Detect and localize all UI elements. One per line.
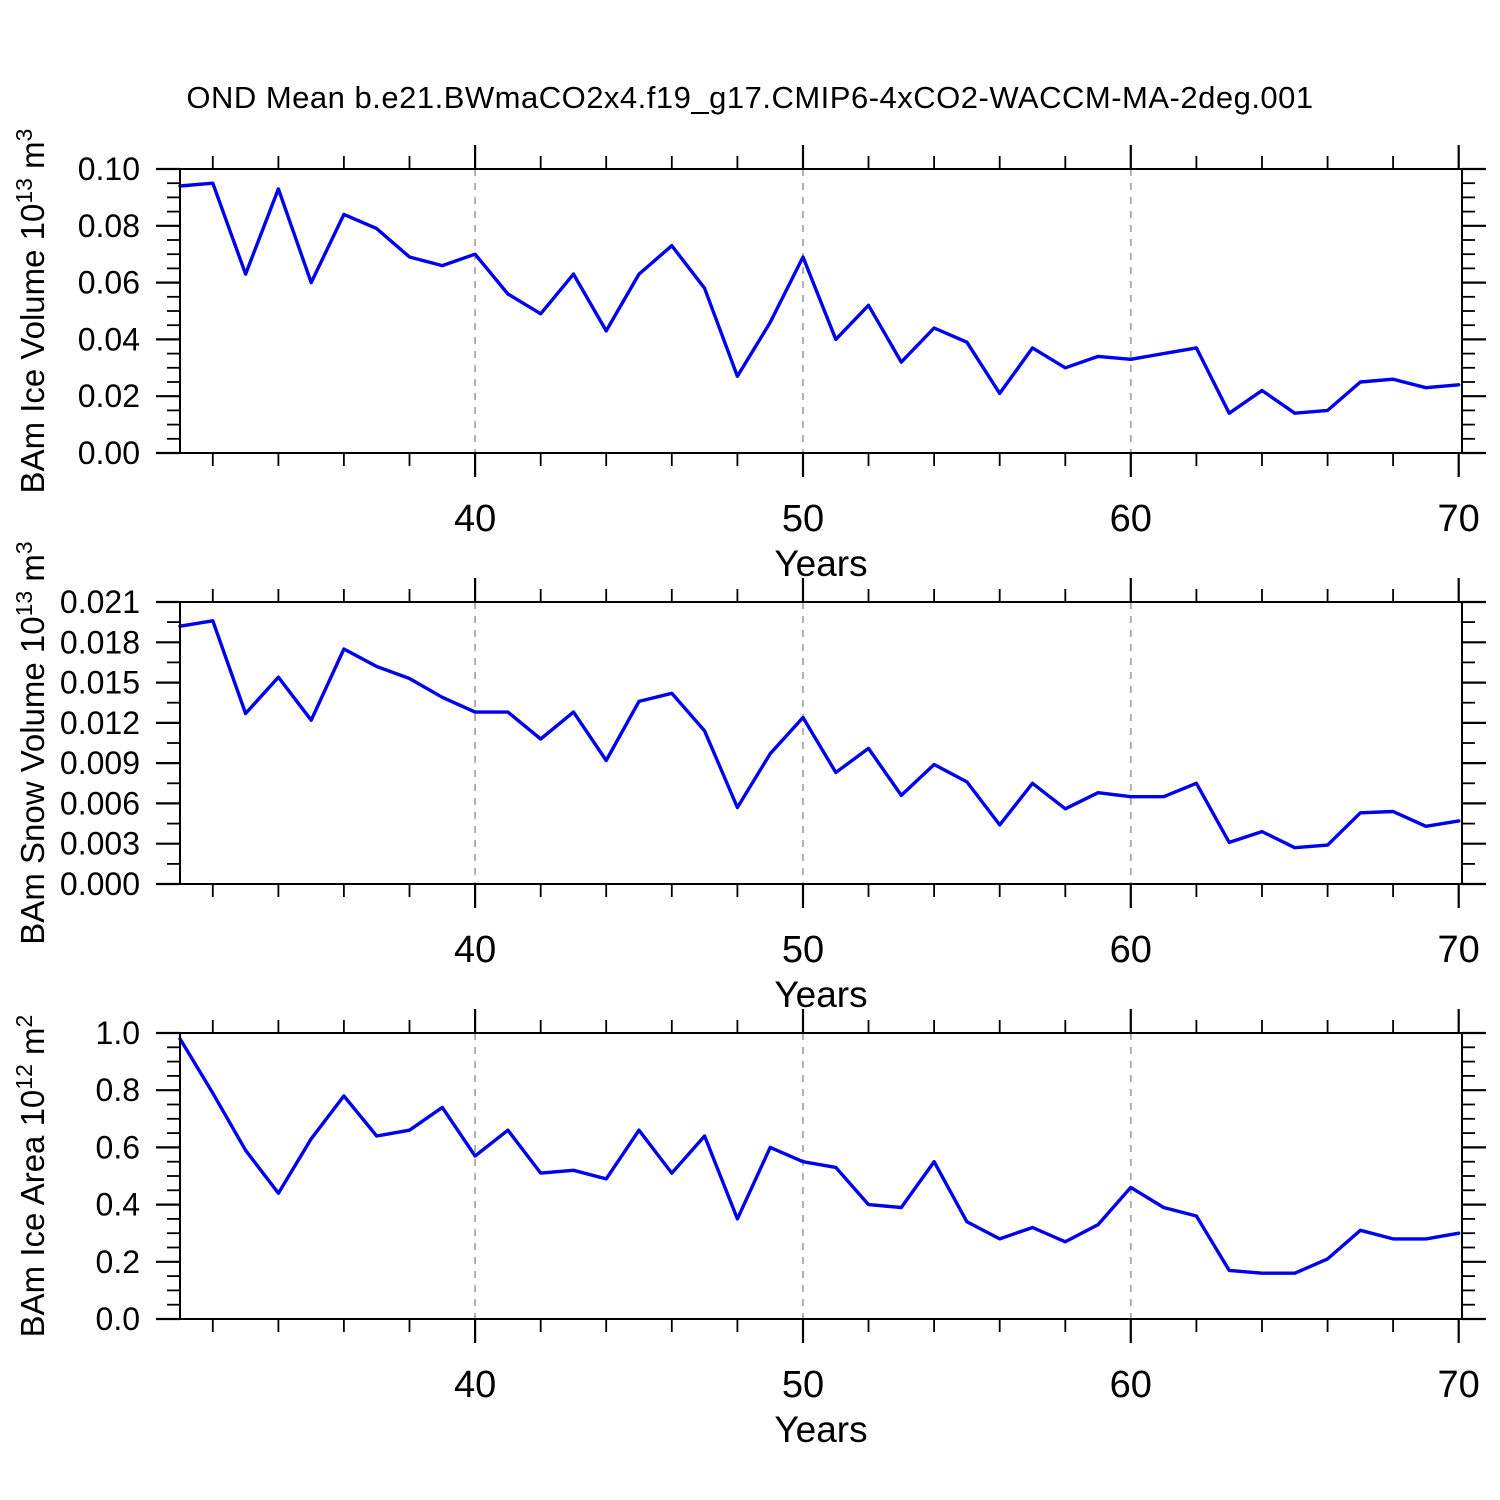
panel-1-data-line bbox=[178, 181, 1461, 415]
y-tick-label: 0.018 bbox=[60, 624, 140, 660]
x-tick-label: 40 bbox=[454, 498, 496, 540]
panel-2-data-line bbox=[178, 619, 1461, 850]
x-tick-label: 40 bbox=[454, 1364, 496, 1406]
x-tick-label: 50 bbox=[782, 929, 824, 971]
y-axis-title: BAm Ice Volume 1013 m3 bbox=[11, 129, 51, 494]
y-tick-label: 0.02 bbox=[78, 378, 140, 414]
y-tick-label: 0.8 bbox=[96, 1072, 140, 1108]
x-axis-title: Years bbox=[774, 543, 867, 584]
y-tick-label: 1.0 bbox=[96, 1015, 140, 1051]
x-axis-title: Years bbox=[774, 974, 867, 1015]
y-tick-label: 0.2 bbox=[96, 1244, 140, 1280]
y-tick-label: 0.003 bbox=[60, 826, 140, 862]
x-tick-label: 60 bbox=[1110, 498, 1152, 540]
y-tick-label: 0.10 bbox=[78, 151, 140, 187]
figure-title: OND Mean b.e21.BWmaCO2x4.f19_g17.CMIP6-4… bbox=[186, 80, 1314, 115]
x-tick-label: 50 bbox=[782, 1364, 824, 1406]
x-tick-label: 60 bbox=[1110, 929, 1152, 971]
panel-1: 0.00 0.02 0.04 0.06 0.08 0.10 40 50 60 70 Years BAm… bbox=[11, 129, 1486, 584]
y-tick-label: 0.021 bbox=[60, 584, 140, 620]
panel-2: 0.000 0.003 0.006 0.009 0.012 0.015 0.018 0.021… bbox=[11, 541, 1486, 1015]
x-tick-label: 40 bbox=[454, 929, 496, 971]
y-tick-label: 0.6 bbox=[96, 1129, 140, 1165]
panel-3: 0.0 0.2 0.4 0.6 0.8 1.0 40 50 60 70 Years BAm Ice A… bbox=[11, 1009, 1486, 1450]
panel-3-data-line bbox=[178, 1036, 1461, 1275]
y-tick-label: 0.0 bbox=[96, 1301, 140, 1337]
x-axis-title: Years bbox=[774, 1409, 867, 1450]
y-tick-label: 0.00 bbox=[78, 435, 140, 471]
x-tick-label: 50 bbox=[782, 498, 824, 540]
y-tick-label: 0.006 bbox=[60, 785, 140, 821]
y-axis-title: BAm Ice Area 1012 m2 bbox=[11, 1015, 51, 1338]
plot-frame bbox=[179, 601, 1463, 885]
y-tick-label: 0.08 bbox=[78, 208, 140, 244]
plot-frame bbox=[179, 1032, 1463, 1320]
y-tick-label: 0.04 bbox=[78, 321, 140, 357]
x-tick-label: 70 bbox=[1438, 1364, 1480, 1406]
y-tick-label: 0.009 bbox=[60, 745, 140, 781]
x-tick-label: 60 bbox=[1110, 1364, 1152, 1406]
x-tick-label: 70 bbox=[1438, 498, 1480, 540]
plot-frame bbox=[179, 168, 1463, 454]
y-tick-label: 0.015 bbox=[60, 665, 140, 701]
x-tick-label: 70 bbox=[1438, 929, 1480, 971]
y-axis-title: BAm Snow Volume 1013 m3 bbox=[11, 541, 51, 944]
y-tick-label: 0.000 bbox=[60, 866, 140, 902]
y-tick-label: 0.4 bbox=[96, 1187, 140, 1223]
y-tick-label: 0.012 bbox=[60, 705, 140, 741]
y-tick-label: 0.06 bbox=[78, 265, 140, 301]
